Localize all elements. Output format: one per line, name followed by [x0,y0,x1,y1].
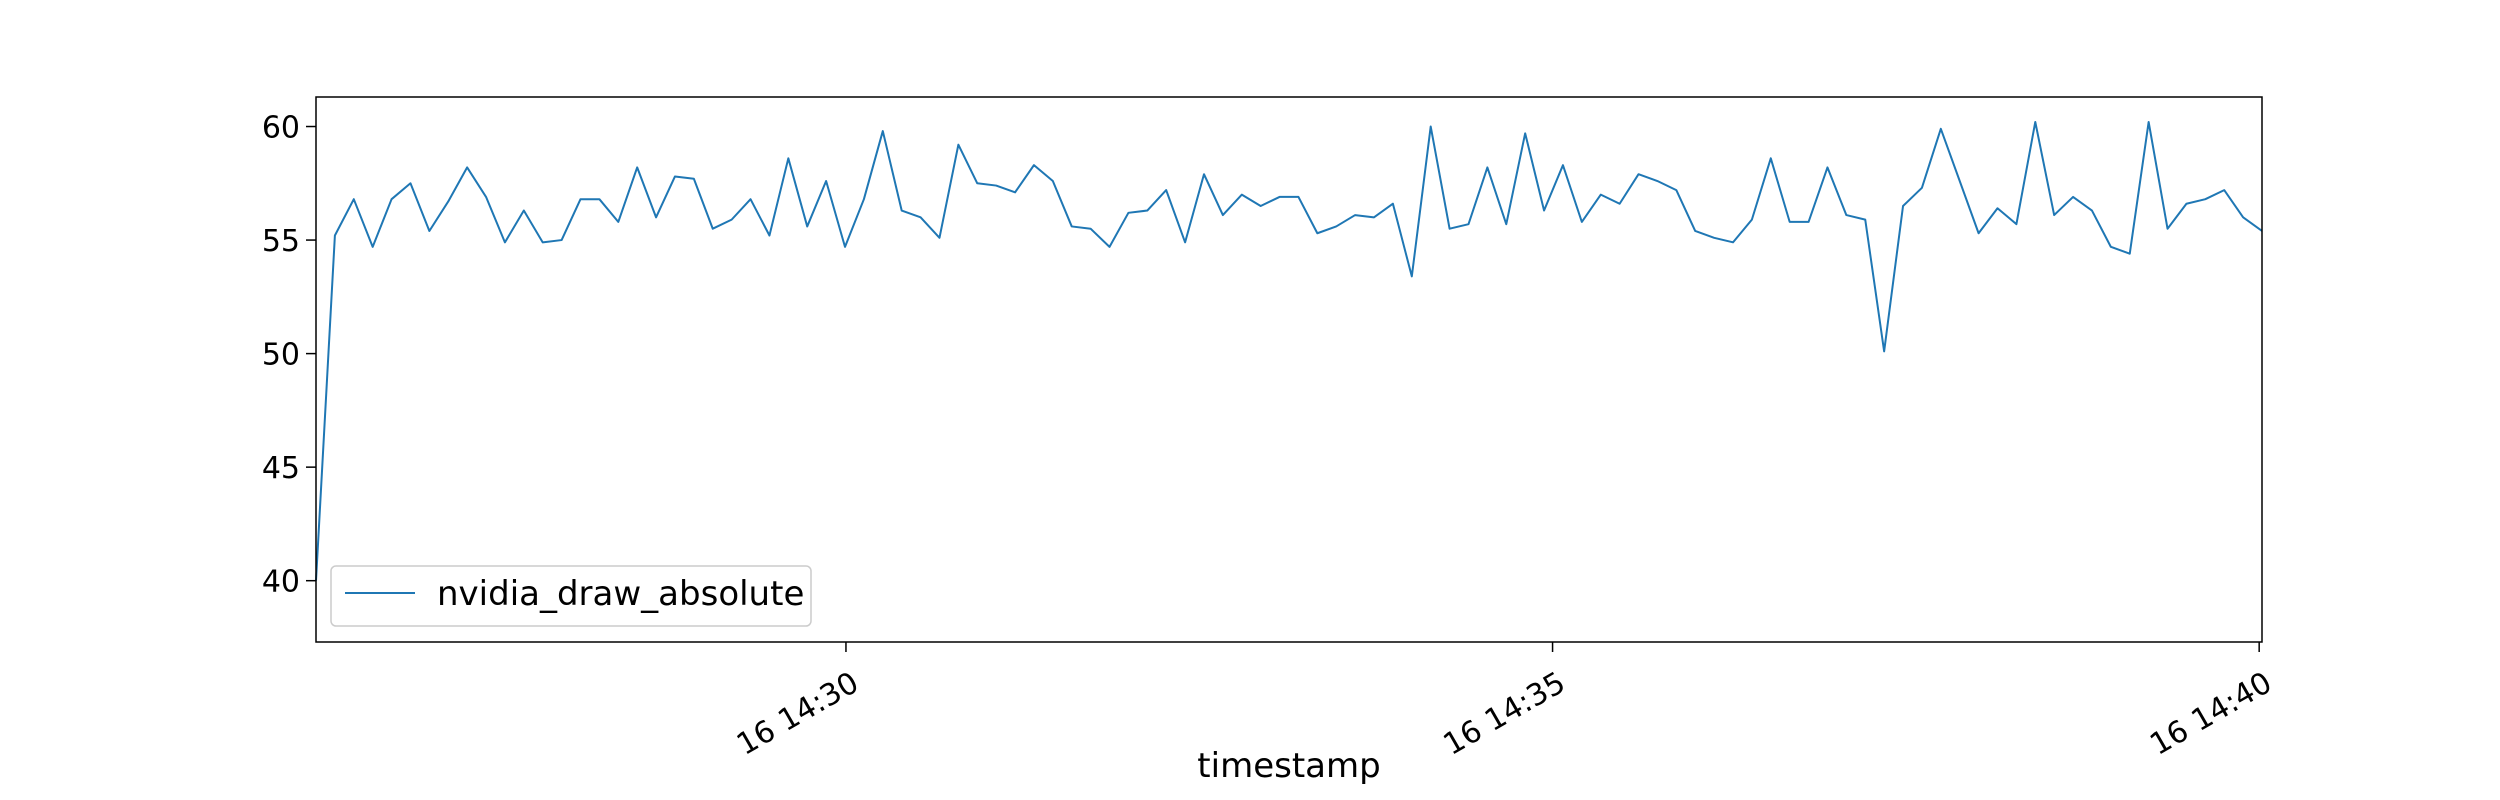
legend: nvidia_draw_absolute [330,565,812,627]
y-tick-label: 40 [262,565,300,600]
y-tick-label: 60 [262,111,300,146]
x-axis-title: timestamp [1197,746,1380,786]
y-tick-label: 50 [262,338,300,373]
plot-area [315,120,2263,581]
y-tick-label: 55 [262,224,300,259]
y-axis: 40 45 50 55 60 [262,111,316,600]
series-line [315,120,2263,581]
y-tick-label: 45 [262,451,300,486]
plot-frame [315,96,2263,643]
legend-box [330,565,812,627]
legend-label: nvidia_draw_absolute [437,574,804,614]
